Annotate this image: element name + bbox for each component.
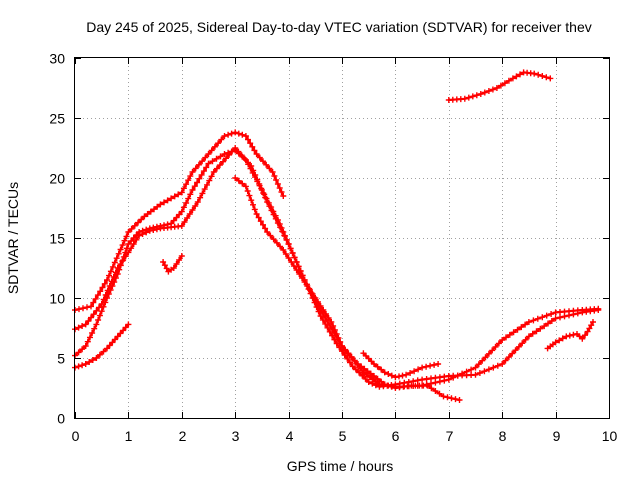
series-markers-arc-7 [360, 350, 442, 381]
series-line-arc-2 [73, 131, 285, 312]
series-markers-arc-3 [72, 145, 602, 390]
x-tick-label: 5 [339, 428, 347, 444]
y-tick-label: 25 [49, 111, 65, 127]
x-tick-label: 4 [286, 428, 294, 444]
y-tick-label: 0 [57, 411, 65, 427]
x-tick-label: 10 [602, 428, 618, 444]
plot-frame [74, 57, 610, 419]
grid-layer [75, 58, 609, 418]
tick-layer: 0 1 2 3 4 5 6 7 8 9 10 0 5 10 15 20 25 30 [49, 51, 617, 445]
x-tick-label: 0 [72, 428, 80, 444]
y-tick-label: 5 [57, 351, 65, 367]
x-tick-label: 2 [179, 428, 187, 444]
y-tick-label: 20 [49, 171, 65, 187]
series-markers-arc-1 [72, 147, 602, 390]
series-markers-arc-4 [72, 321, 132, 371]
x-tick-label: 3 [232, 428, 240, 444]
x-axis-label: GPS time / hours [287, 458, 394, 474]
series-line-arc-3 [73, 146, 600, 388]
series-line-arc-1 [73, 149, 600, 388]
series-markers-arc-8 [445, 69, 554, 103]
y-tick-label: 10 [49, 291, 65, 307]
chart-title: Day 245 of 2025, Sidereal Day-to-day VTE… [86, 19, 592, 35]
series-markers-arc-9 [544, 319, 596, 352]
series-markers-arc-5 [160, 253, 185, 275]
x-tick-label: 8 [499, 428, 507, 444]
series-markers-arc-2 [72, 129, 287, 313]
y-tick-label: 30 [49, 51, 65, 67]
series-layer [72, 69, 602, 403]
x-tick-label: 1 [125, 428, 133, 444]
y-tick-label: 15 [49, 231, 65, 247]
x-tick-label: 6 [392, 428, 400, 444]
y-axis-label: SDTVAR / TECUs [5, 182, 21, 294]
x-tick-label: 9 [553, 428, 561, 444]
series-markers-arc-6 [232, 175, 463, 403]
x-tick-label: 7 [446, 428, 454, 444]
